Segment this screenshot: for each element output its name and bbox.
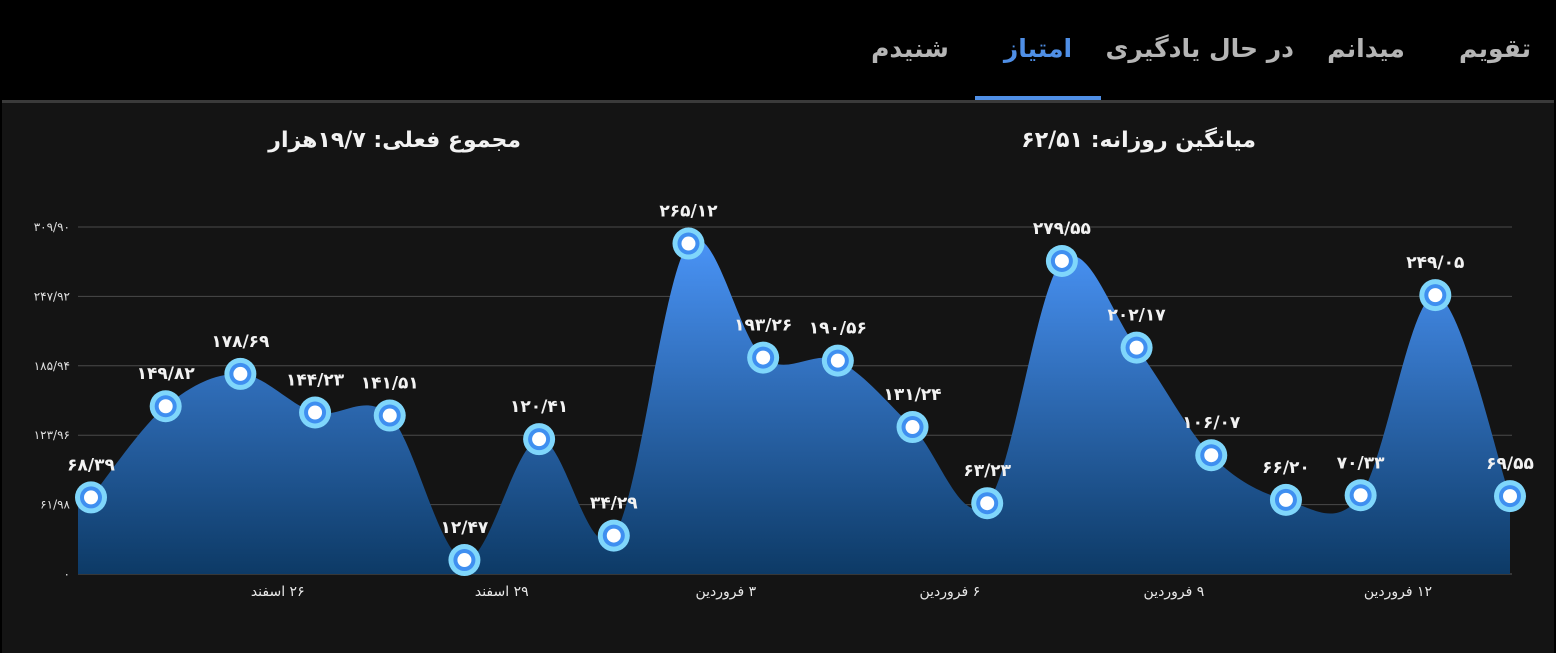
tab-label: تقویم [1458, 34, 1532, 63]
tab-label: میدانم [1327, 34, 1405, 63]
x-tick-label: ۲۹ اسفند [475, 584, 529, 600]
data-label: ۲۶۵/۱۲ [659, 202, 718, 222]
data-point[interactable] [448, 544, 481, 577]
data-label: ۶۸/۳۹ [67, 455, 115, 475]
area-fill [78, 238, 1510, 574]
data-label: ۱۴۴/۲۳ [286, 371, 345, 391]
x-tick-label: ۲۶ اسفند [251, 584, 305, 600]
data-point[interactable] [747, 341, 780, 374]
data-point[interactable] [1045, 244, 1078, 277]
data-label: ۱۹۳/۲۶ [734, 316, 792, 336]
x-tick-label: ۱۲ فروردین [1364, 584, 1432, 600]
tab-label: شنیدم [871, 34, 949, 63]
tab-learning[interactable]: در حال یادگیری [1105, 34, 1294, 100]
y-tick-label: ۶۱/۹۸ [40, 498, 70, 512]
x-tick-label: ۹ فروردین [1144, 584, 1205, 600]
data-label: ۲۰۲/۱۷ [1108, 306, 1167, 326]
data-label: ۷۰/۳۳ [1337, 453, 1385, 473]
tab-known[interactable]: میدانم [1318, 34, 1414, 100]
data-point[interactable] [1269, 483, 1302, 516]
data-label: ۶۳/۲۳ [963, 461, 1011, 481]
data-point[interactable] [821, 344, 854, 377]
data-point[interactable] [1195, 439, 1228, 472]
data-label: ۱۴۹/۸۲ [137, 364, 196, 384]
data-point[interactable] [672, 227, 705, 260]
tab-score[interactable]: امتیاز [975, 34, 1101, 100]
y-tick-label: ۲۴۷/۹۲ [34, 289, 70, 303]
data-labels: ۶۸/۳۹ ۱۴۹/۸۲ ۱۷۸/۶۹ ۱۴۴/۲۳ ۱۴۱/۵۱ ۱۲/۴۷ ۱۲۰/۴۱… [67, 202, 1534, 538]
data-point[interactable] [299, 396, 332, 429]
data-point[interactable] [896, 411, 929, 444]
tab-label: در حال یادگیری [1105, 34, 1294, 63]
data-label: ۲۷۹/۵۵ [1033, 219, 1091, 239]
tab-bar: تقویم میدانم در حال یادگیری امتیاز شنیدم [0, 0, 1556, 100]
tab-label: امتیاز [1003, 34, 1073, 63]
y-tick-label: ۱۸۵/۹۴ [34, 359, 70, 373]
data-label: ۶۶/۲۰ [1262, 458, 1310, 478]
data-label: ۱۳۱/۲۴ [883, 385, 941, 405]
data-label: ۱۰۶/۰۷ [1182, 413, 1241, 433]
data-point[interactable] [597, 519, 630, 552]
data-point[interactable] [1494, 480, 1526, 513]
data-label: ۱۲۰/۴۱ [510, 397, 568, 417]
data-markers [75, 227, 1526, 577]
data-label: ۱۷۸/۶۹ [211, 332, 270, 352]
y-tick-label: ۱۲۳/۹۶ [34, 428, 70, 442]
tab-heard[interactable]: شنیدم [862, 34, 958, 100]
data-label: ۱۴۱/۵۱ [361, 374, 419, 394]
data-point[interactable] [75, 481, 107, 514]
x-tick-label: ۶ فروردین [920, 584, 981, 600]
daily-average: میانگین روزانه: ۶۲/۵۱ [1021, 128, 1256, 153]
y-tick-label: ۳۰۹/۹۰ [34, 220, 70, 234]
data-point[interactable] [224, 357, 257, 390]
data-label: ۶۹/۵۵ [1486, 454, 1534, 474]
tab-calendar[interactable]: تقویم [1450, 34, 1540, 100]
data-label: ۳۴/۲۹ [590, 494, 638, 514]
active-tab-indicator [975, 96, 1101, 100]
current-total: مجموع فعلی: ۱۹/۷هزار [268, 128, 521, 153]
data-point[interactable] [1419, 279, 1452, 312]
data-point[interactable] [1120, 331, 1153, 364]
data-point[interactable] [523, 423, 556, 456]
data-point[interactable] [971, 487, 1004, 520]
y-axis: ۰ ۶۱/۹۸ ۱۲۳/۹۶ ۱۸۵/۹۴ ۲۴۷/۹۲ ۳۰۹/۹۰ [34, 220, 71, 581]
x-tick-label: ۳ فروردین [695, 584, 756, 600]
data-label: ۱۹۰/۵۶ [809, 319, 867, 339]
y-tick-label: ۰ [64, 567, 70, 581]
data-point[interactable] [149, 390, 182, 423]
data-point[interactable] [373, 399, 406, 432]
data-point[interactable] [1344, 479, 1377, 512]
data-label: ۲۴۹/۰۵ [1406, 253, 1464, 273]
data-label: ۱۲/۴۷ [441, 518, 489, 538]
x-axis: ۲۶ اسفند ۲۹ اسفند ۳ فروردین ۶ فروردین ۹ فرور… [251, 584, 1432, 600]
